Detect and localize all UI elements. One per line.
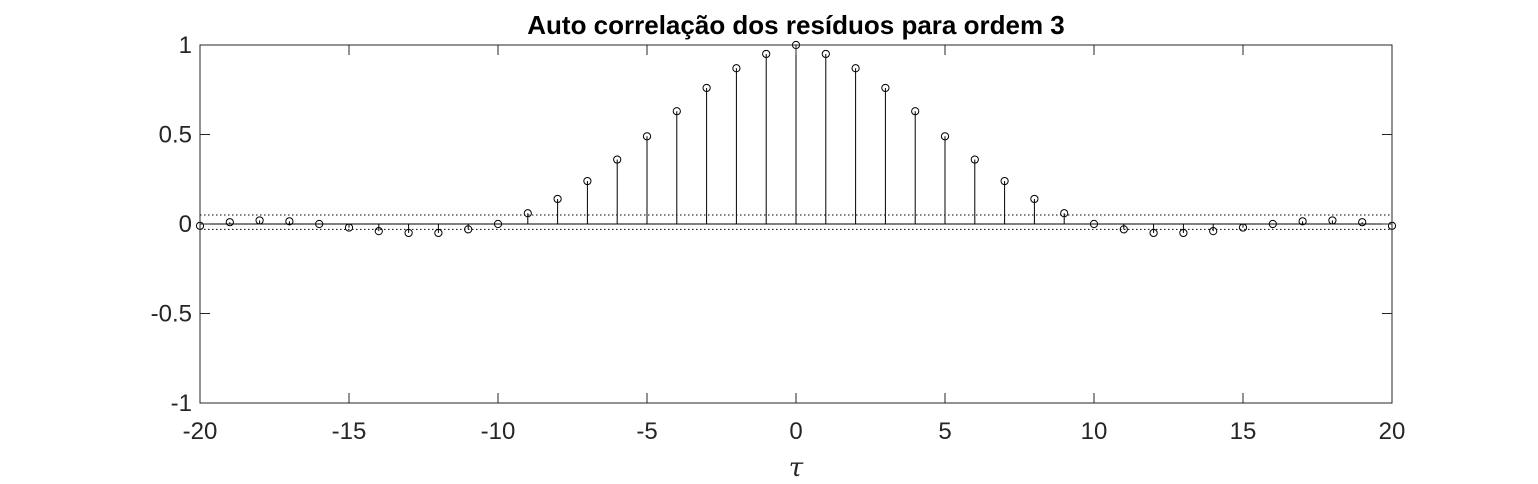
stem-marker — [821, 49, 830, 59]
stem-marker — [1060, 209, 1069, 218]
stem-marker — [1149, 228, 1158, 238]
y-tick-label: 1 — [179, 32, 192, 59]
y-tick-label: -1 — [171, 390, 192, 417]
stem-marker — [225, 218, 234, 227]
stem-marker — [881, 83, 890, 93]
x-axis-label: τ — [789, 453, 804, 483]
stem-marker — [344, 223, 354, 232]
stem-marker — [1358, 218, 1367, 227]
stem-marker — [434, 228, 443, 238]
y-tick-label: 0.5 — [159, 122, 192, 149]
stem-marker — [642, 132, 652, 141]
x-tick-label: -10 — [481, 418, 516, 445]
x-tick-label: 15 — [1230, 418, 1257, 445]
stem-marker — [1238, 223, 1248, 232]
stem-marker — [613, 155, 622, 164]
chart-title: Auto correlação dos resíduos para ordem … — [527, 10, 1065, 40]
stems — [195, 40, 1397, 238]
stem-marker — [1179, 228, 1188, 238]
x-tick-label: -5 — [636, 418, 657, 445]
x-tick-label: 5 — [938, 418, 951, 445]
x-tick-label: 10 — [1081, 418, 1108, 445]
stem-marker — [1328, 216, 1337, 225]
stem-marker — [315, 219, 324, 229]
stem-marker — [911, 107, 920, 116]
stem-marker — [762, 49, 771, 59]
stem-marker — [940, 132, 950, 141]
axis-ticks — [199, 44, 1393, 404]
stem-marker — [1000, 176, 1009, 186]
stem-marker — [285, 217, 294, 226]
y-tick-label: 0 — [179, 211, 192, 238]
x-tick-label: 20 — [1379, 418, 1406, 445]
stem-marker — [255, 216, 264, 225]
axis-tick-labels: -20 -15 -10 -5 0 5 10 15 20 -1 -0.5 0 0.5 1 — [151, 32, 1406, 445]
stem-marker — [523, 209, 532, 218]
stem-marker — [1298, 217, 1307, 226]
stem-marker — [553, 194, 562, 204]
y-tick-label: -0.5 — [151, 301, 192, 328]
stem-marker — [702, 83, 711, 93]
stem-marker — [1089, 219, 1099, 229]
stem-marker — [1030, 194, 1039, 204]
stem-marker — [732, 64, 741, 73]
stem-marker — [1209, 227, 1218, 236]
stem-marker — [851, 64, 860, 73]
stem-marker — [1268, 219, 1277, 229]
stem-marker — [404, 228, 413, 238]
stem-marker — [374, 227, 383, 236]
x-tick-label: -15 — [332, 418, 367, 445]
x-tick-label: -20 — [183, 418, 218, 445]
stem-marker — [583, 176, 592, 186]
x-tick-label: 0 — [789, 418, 802, 445]
stem-marker — [1119, 225, 1128, 234]
stem-marker — [672, 107, 681, 116]
stem-marker — [970, 155, 979, 164]
stem-marker — [493, 219, 503, 229]
stem-marker — [464, 225, 473, 234]
